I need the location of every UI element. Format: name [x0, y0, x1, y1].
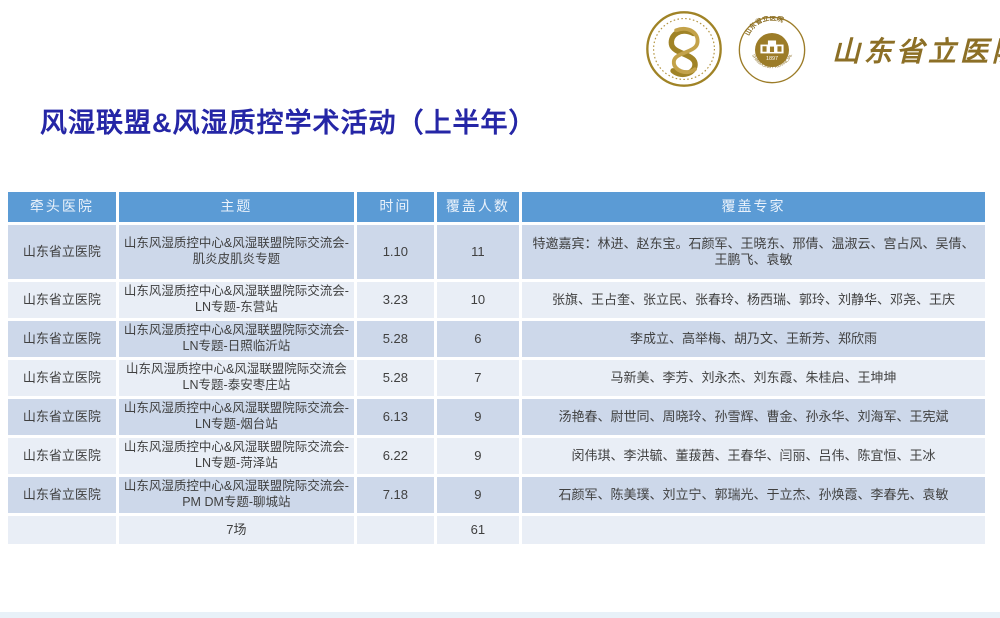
cell-time: 7.18 — [357, 477, 434, 513]
cell-hospital: 山东省立医院 — [8, 438, 116, 474]
table-row: 山东省立医院 山东风湿质控中心&风湿联盟院际交流会-LN专题-菏泽站 6.22 … — [8, 438, 985, 474]
cell-topic: 山东风湿质控中心&风湿联盟院际交流会-LN专题-日照临沂站 — [118, 321, 355, 357]
cell-topic: 山东风湿质控中心&风湿联盟院际交流会-LN专题-烟台站 — [118, 399, 355, 435]
cell-hospital: 山东省立医院 — [8, 282, 116, 318]
cell-experts: 汤艳春、尉世同、周晓玲、孙雪辉、曹金、孙永华、刘海军、王宪斌 — [522, 399, 985, 435]
svg-text:1897: 1897 — [766, 56, 778, 62]
cell-topic: 山东风湿质控中心&风湿联盟院际交流会-PM DM专题-聊城站 — [118, 477, 355, 513]
cell-count: 10 — [436, 282, 520, 318]
table-row: 山东省立医院 山东风湿质控中心&风湿联盟院际交流会-肌炎皮肌炎专题 1.10 1… — [8, 225, 985, 279]
table-footer-row: 7场 61 — [8, 516, 985, 544]
cell-hospital: 山东省立医院 — [8, 321, 116, 357]
cell-time: 6.13 — [357, 399, 434, 435]
cell-count: 9 — [436, 399, 520, 435]
cell-footer-sessions: 7场 — [118, 516, 355, 544]
logo-row: 山东省立医院 SHANDONG PROVINCIAL HOSPITAL 1897… — [640, 8, 1000, 92]
cell-footer-empty — [8, 516, 116, 544]
cell-time: 5.28 — [357, 360, 434, 396]
column-header-count: 覆盖人数 — [436, 192, 520, 222]
cell-time: 1.10 — [357, 225, 434, 279]
cell-experts: 张旗、王占奎、张立民、张春玲、杨西瑞、郭玲、刘静华、邓尧、王庆 — [522, 282, 985, 318]
cell-count: 9 — [436, 477, 520, 513]
hospital-emblem-icon — [646, 11, 722, 87]
cell-topic: 山东风湿质控中心&风湿联盟院际交流会-LN专题-东营站 — [118, 282, 355, 318]
cell-time: 6.22 — [357, 438, 434, 474]
cell-hospital: 山东省立医院 — [8, 360, 116, 396]
hospital-seal-icon: 山东省立医院 SHANDONG PROVINCIAL HOSPITAL 1897 — [738, 16, 806, 84]
cell-footer-empty — [522, 516, 985, 544]
table-row: 山东省立医院 山东风湿质控中心&风湿联盟院际交流会LN专题-泰安枣庄站 5.28… — [8, 360, 985, 396]
cell-hospital: 山东省立医院 — [8, 399, 116, 435]
table-row: 山东省立医院 山东风湿质控中心&风湿联盟院际交流会-LN专题-东营站 3.23 … — [8, 282, 985, 318]
cell-count: 11 — [436, 225, 520, 279]
cell-hospital: 山东省立医院 — [8, 225, 116, 279]
table-row: 山东省立医院 山东风湿质控中心&风湿联盟院际交流会-LN专题-日照临沂站 5.2… — [8, 321, 985, 357]
page-title: 风湿联盟&风湿质控学术活动（上半年） — [40, 108, 537, 138]
column-header-hospital: 牵头医院 — [8, 192, 116, 222]
column-header-experts: 覆盖专家 — [522, 192, 985, 222]
cell-footer-count: 61 — [436, 516, 520, 544]
table-row: 山东省立医院 山东风湿质控中心&风湿联盟院际交流会-PM DM专题-聊城站 7.… — [8, 477, 985, 513]
cell-count: 9 — [436, 438, 520, 474]
cell-topic: 山东风湿质控中心&风湿联盟院际交流会LN专题-泰安枣庄站 — [118, 360, 355, 396]
cell-hospital: 山东省立医院 — [8, 477, 116, 513]
cell-experts: 闵伟琪、李洪毓、董菝茜、王春华、闫丽、吕伟、陈宜恒、王冰 — [522, 438, 985, 474]
column-header-topic: 主题 — [118, 192, 355, 222]
activities-table: 牵头医院 主题 时间 覆盖人数 覆盖专家 山东省立医院 山东风湿质控中心&风湿联… — [5, 189, 988, 547]
cell-experts: 石颜军、陈美璞、刘立宁、郭瑞光、于立杰、孙焕霞、李春先、袁敏 — [522, 477, 985, 513]
table-row: 山东省立医院 山东风湿质控中心&风湿联盟院际交流会-LN专题-烟台站 6.13 … — [8, 399, 985, 435]
cell-experts: 马新美、李芳、刘永杰、刘东霞、朱桂启、王坤坤 — [522, 360, 985, 396]
column-header-time: 时间 — [357, 192, 434, 222]
cell-count: 7 — [436, 360, 520, 396]
cell-experts: 特邀嘉宾：林进、赵东宝。石颜军、王晓东、邢倩、温淑云、宫占风、吴倩、王鹏飞、袁敏 — [522, 225, 985, 279]
cell-time: 3.23 — [357, 282, 434, 318]
cell-experts: 李成立、高举梅、胡乃文、王新芳、郑欣雨 — [522, 321, 985, 357]
cell-time: 5.28 — [357, 321, 434, 357]
hospital-name-calligraphy: 山东省立医院 — [832, 35, 1000, 68]
cell-count: 6 — [436, 321, 520, 357]
bottom-accent-strip — [0, 612, 1000, 618]
cell-footer-empty — [357, 516, 434, 544]
cell-topic: 山东风湿质控中心&风湿联盟院际交流会-肌炎皮肌炎专题 — [118, 225, 355, 279]
table-header-row: 牵头医院 主题 时间 覆盖人数 覆盖专家 — [8, 192, 985, 222]
cell-topic: 山东风湿质控中心&风湿联盟院际交流会-LN专题-菏泽站 — [118, 438, 355, 474]
